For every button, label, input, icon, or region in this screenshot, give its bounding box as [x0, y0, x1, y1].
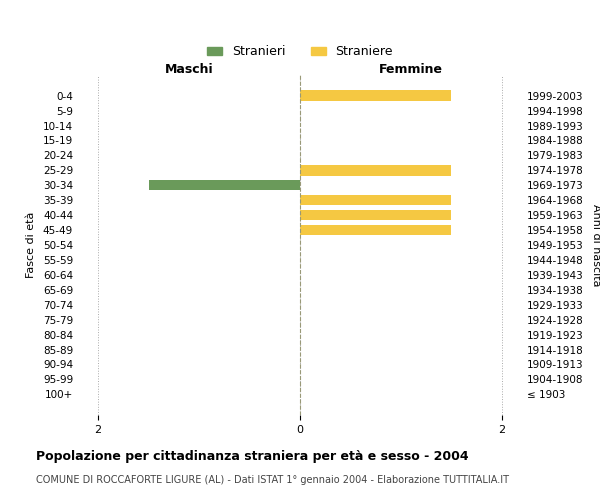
- Bar: [300, 225, 451, 235]
- Bar: [300, 90, 451, 101]
- Text: Femmine: Femmine: [379, 64, 443, 76]
- Text: Maschi: Maschi: [164, 64, 214, 76]
- Text: Popolazione per cittadinanza straniera per età e sesso - 2004: Popolazione per cittadinanza straniera p…: [36, 450, 469, 463]
- Bar: [149, 180, 300, 190]
- Y-axis label: Fasce di età: Fasce di età: [26, 212, 36, 278]
- Bar: [300, 210, 451, 220]
- Bar: [300, 195, 451, 205]
- Y-axis label: Anni di nascita: Anni di nascita: [590, 204, 600, 286]
- Bar: [300, 165, 451, 175]
- Legend: Stranieri, Straniere: Stranieri, Straniere: [202, 40, 398, 64]
- Text: COMUNE DI ROCCAFORTE LIGURE (AL) - Dati ISTAT 1° gennaio 2004 - Elaborazione TUT: COMUNE DI ROCCAFORTE LIGURE (AL) - Dati …: [36, 475, 509, 485]
